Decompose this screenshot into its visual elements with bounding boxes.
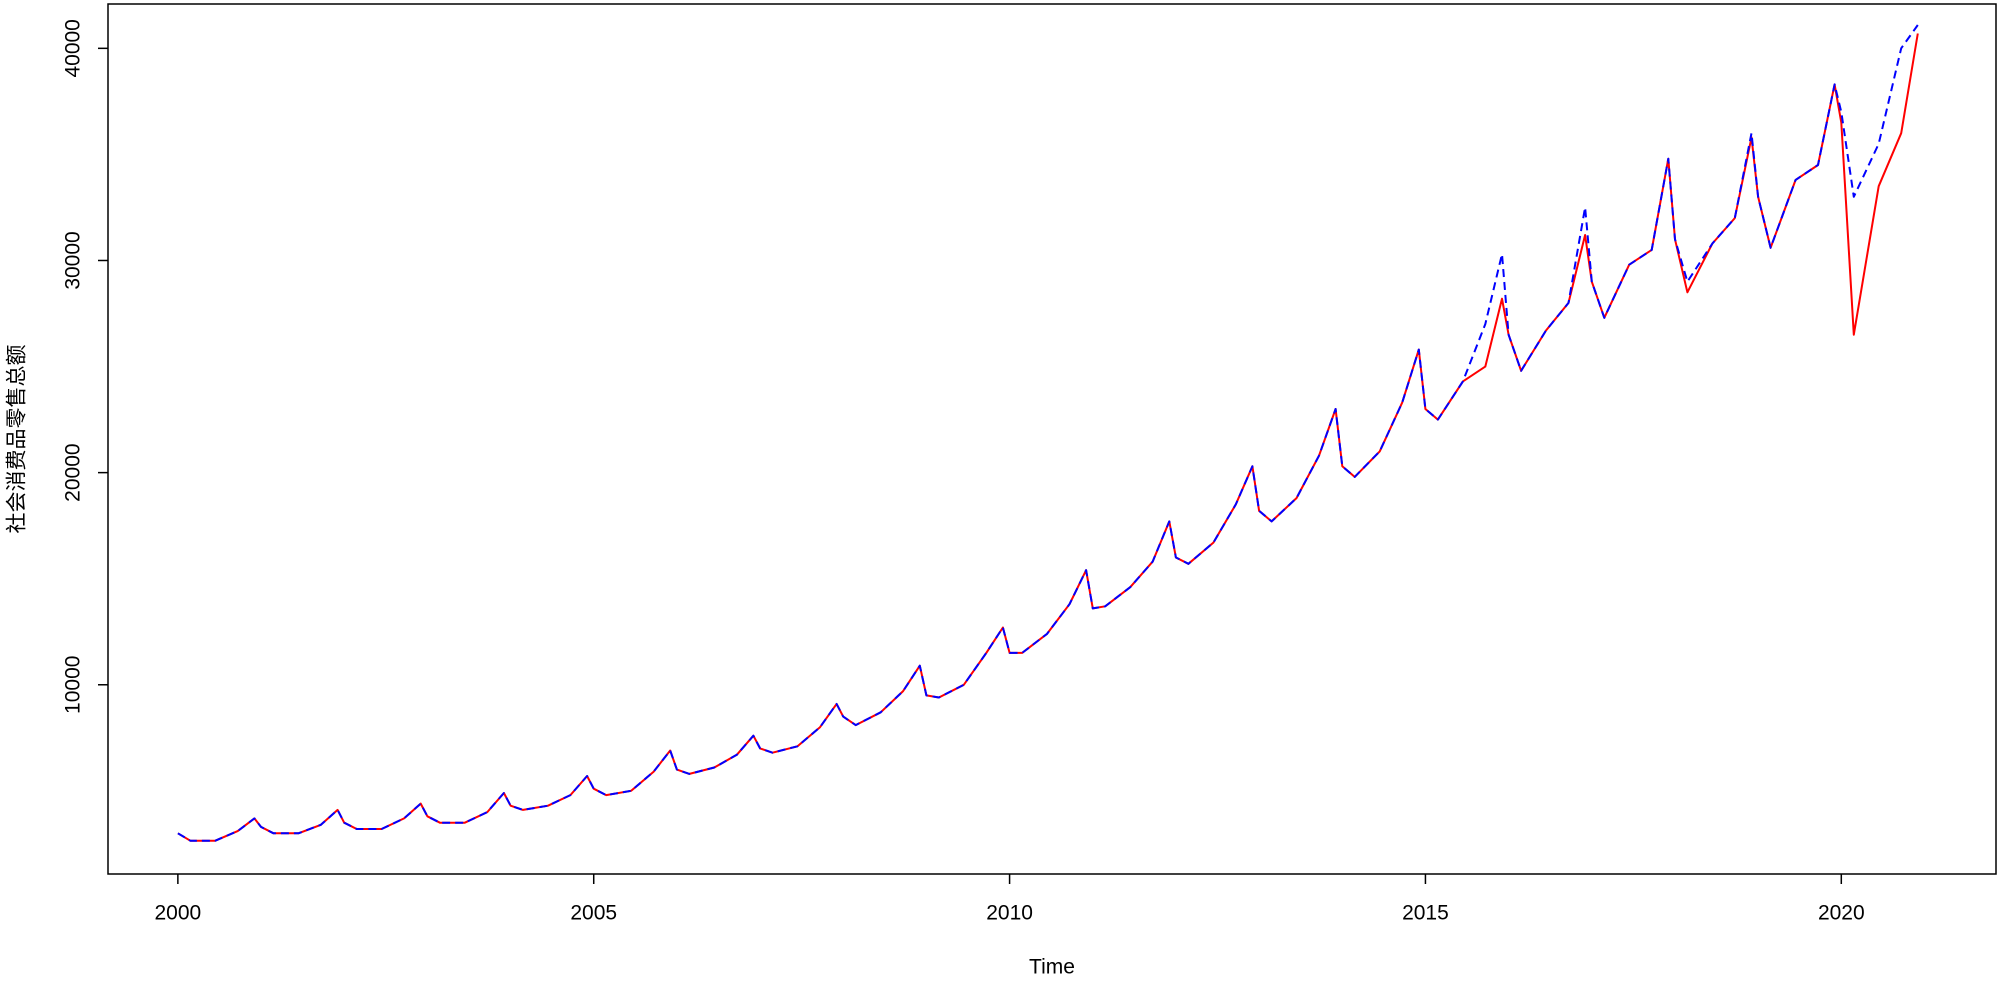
- x-tick-label: 2015: [1402, 902, 1449, 925]
- series-line: [177, 33, 1919, 842]
- x-axis-label: Time: [1029, 956, 1075, 979]
- x-tick-label: 2010: [986, 902, 1033, 925]
- x-tick-label: 2000: [155, 902, 202, 925]
- y-tick-label: 40000: [62, 19, 85, 77]
- y-tick-label: 30000: [62, 231, 85, 289]
- plot-frame: [107, 3, 1997, 875]
- y-tick-label: 20000: [62, 443, 85, 501]
- series-line: [177, 24, 1919, 842]
- y-tick-label: 10000: [62, 656, 85, 714]
- y-axis-label: 社会消费品零售总额: [5, 345, 29, 534]
- x-tick-label: 2020: [1818, 902, 1865, 925]
- x-tick-label: 2005: [570, 902, 617, 925]
